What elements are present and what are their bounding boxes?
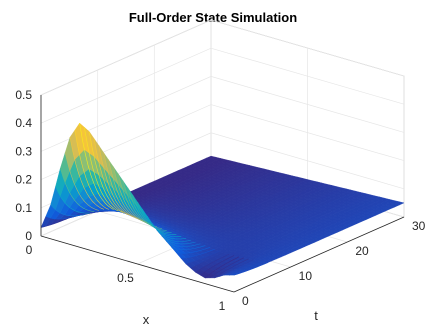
mesh-line bbox=[45, 214, 80, 220]
mesh-line bbox=[146, 215, 182, 237]
mesh-line bbox=[229, 261, 264, 276]
x-tick-label: 0.5 bbox=[117, 271, 134, 285]
z-tick-label: 0.1 bbox=[15, 201, 32, 215]
x-axis-label: x bbox=[143, 312, 150, 327]
mesh-line bbox=[166, 241, 201, 247]
mesh-line bbox=[195, 253, 230, 273]
t-tick-label: 30 bbox=[412, 219, 426, 233]
mesh-line bbox=[93, 138, 129, 215]
mesh-line bbox=[161, 235, 196, 245]
z-tick-label: 0.5 bbox=[15, 88, 32, 102]
mesh-line bbox=[50, 204, 85, 217]
mesh-line bbox=[64, 152, 100, 211]
z-tick-label: 0 bbox=[25, 229, 32, 243]
z-tick-label: 0.3 bbox=[15, 144, 32, 158]
t-tick-label: 10 bbox=[299, 269, 313, 283]
t-tick-label: 0 bbox=[242, 294, 249, 308]
mesh-line bbox=[132, 194, 167, 231]
mesh-line bbox=[156, 229, 191, 242]
mesh-line bbox=[180, 248, 216, 259]
z-gridline bbox=[40, 19, 405, 96]
mesh-line bbox=[200, 255, 235, 276]
x-tick-label: 1 bbox=[219, 299, 226, 313]
mesh-line bbox=[113, 166, 148, 223]
surface-plot bbox=[40, 122, 405, 279]
mesh-line bbox=[224, 260, 259, 276]
x-axis-line bbox=[40, 235, 235, 293]
mesh-line bbox=[214, 258, 249, 279]
t-axis-line bbox=[233, 216, 405, 293]
z-gridline bbox=[40, 76, 405, 152]
mesh-line bbox=[204, 256, 240, 279]
mesh-line bbox=[219, 259, 254, 277]
mesh-line bbox=[69, 137, 105, 210]
z-gridline bbox=[40, 47, 405, 124]
mesh-line bbox=[142, 208, 177, 235]
mesh-line bbox=[103, 152, 138, 219]
x-tick-label: 0 bbox=[26, 243, 33, 257]
mesh-line bbox=[185, 250, 220, 265]
mesh-line bbox=[151, 222, 187, 240]
mesh-line bbox=[74, 130, 109, 210]
t-tick-label: 20 bbox=[355, 244, 369, 258]
mesh-line bbox=[209, 257, 245, 279]
t-axis-label: t bbox=[314, 308, 318, 323]
mesh-line bbox=[89, 131, 124, 213]
mesh-line bbox=[60, 168, 95, 212]
mesh-line bbox=[127, 187, 162, 229]
mesh-line bbox=[190, 252, 225, 269]
mesh-line bbox=[55, 186, 90, 214]
z-tick-label: 0.4 bbox=[15, 116, 32, 130]
mesh-line bbox=[84, 127, 119, 212]
mesh-line bbox=[108, 159, 143, 221]
z-tick-label: 0.2 bbox=[15, 173, 32, 187]
mesh-line bbox=[171, 245, 206, 250]
mesh-line bbox=[176, 247, 211, 254]
mesh-line bbox=[233, 262, 269, 276]
chart-title: Full-Order State Simulation bbox=[129, 10, 297, 25]
mesh-line bbox=[98, 145, 134, 217]
mesh-line bbox=[79, 123, 114, 210]
